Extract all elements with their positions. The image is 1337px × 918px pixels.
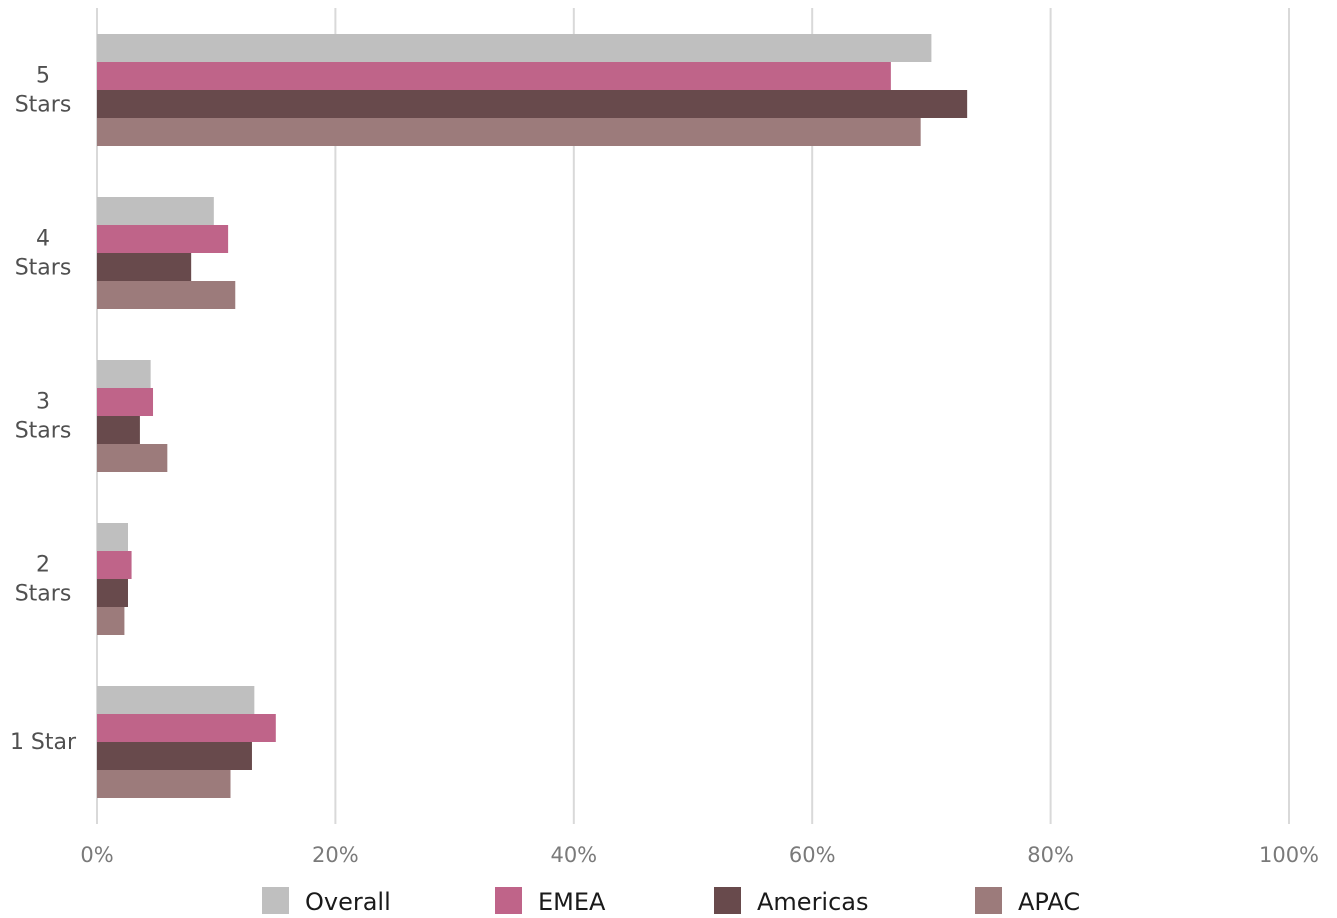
bar-overall-2 [97, 360, 151, 388]
bar-americas-1 [97, 253, 192, 281]
category-label-4: 1 Star [10, 730, 77, 755]
legend: Overall EMEA Americas APAC [262, 887, 1080, 916]
x-tick-label-4: 80% [1027, 843, 1074, 867]
bar-apac-4 [97, 770, 231, 798]
category-label-3: 2 Stars [15, 553, 72, 607]
bar-apac-0 [97, 118, 921, 146]
legend-item-overall: Overall [262, 887, 391, 916]
category-labels: 5 Stars 4 Stars 3 Stars 2 Stars 1 Star [10, 64, 77, 756]
x-tick-label-1: 20% [312, 843, 359, 867]
x-tick-label-3: 60% [789, 843, 836, 867]
bar-americas-2 [97, 416, 140, 444]
legend-item-emea: EMEA [495, 887, 606, 916]
bar-americas-3 [97, 579, 128, 607]
bar-emea-4 [97, 714, 276, 742]
legend-item-americas: Americas [714, 887, 869, 916]
bar-apac-2 [97, 444, 168, 472]
bar-overall-4 [97, 686, 255, 714]
bar-americas-0 [97, 90, 968, 118]
bar-apac-1 [97, 281, 236, 309]
bar-emea-2 [97, 388, 154, 416]
category-label-1: 4 Stars [15, 227, 72, 281]
legend-swatch-overall [262, 887, 289, 914]
x-axis-tick-labels: 0% 20% 40% 60% 80% 100% [80, 843, 1319, 867]
legend-swatch-apac [975, 887, 1002, 914]
legend-label-overall: Overall [305, 888, 391, 916]
category-label-0: 5 Stars [15, 64, 72, 118]
legend-label-americas: Americas [757, 888, 869, 916]
x-tick-label-0: 0% [80, 843, 113, 867]
bar-overall-0 [97, 34, 932, 62]
bar-overall-3 [97, 523, 128, 551]
bars [97, 34, 968, 798]
bar-emea-3 [97, 551, 132, 579]
legend-label-apac: APAC [1018, 888, 1080, 916]
bar-overall-1 [97, 197, 214, 225]
bar-emea-0 [97, 62, 891, 90]
category-label-2: 3 Stars [15, 390, 72, 444]
bar-apac-3 [97, 607, 125, 635]
legend-item-apac: APAC [975, 887, 1080, 916]
legend-swatch-americas [714, 887, 741, 914]
x-tick-label-2: 40% [550, 843, 597, 867]
bar-americas-4 [97, 742, 252, 770]
bar-emea-1 [97, 225, 229, 253]
legend-swatch-emea [495, 887, 522, 914]
x-tick-label-5: 100% [1259, 843, 1319, 867]
legend-label-emea: EMEA [538, 888, 606, 916]
